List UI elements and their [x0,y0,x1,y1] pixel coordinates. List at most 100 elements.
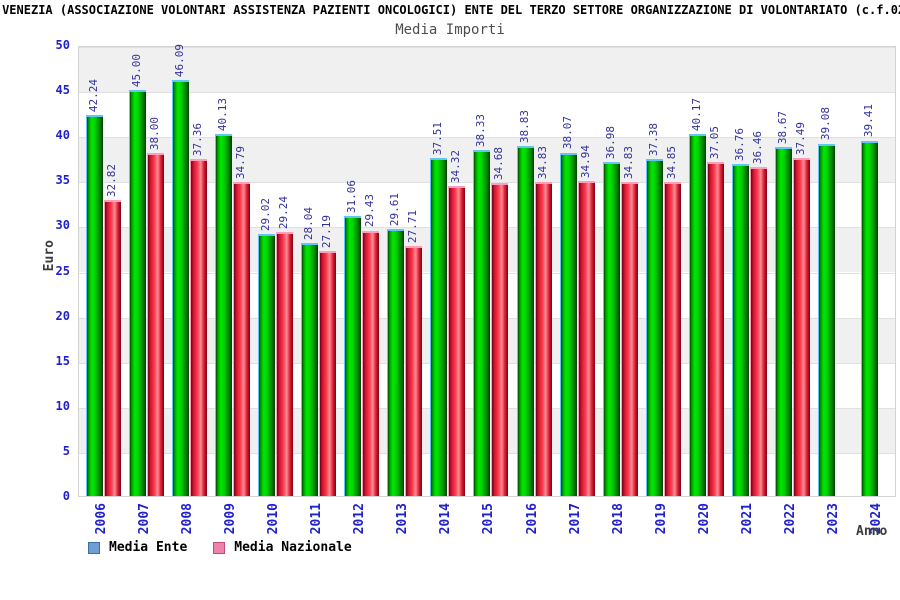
y-tick-20: 20 [55,308,70,323]
value-label-media-ente-2008: 46.09 [173,44,187,78]
bar-media-ente-2019 [645,158,663,496]
bar-media-nazionale-2020 [706,161,724,496]
bar-media-ente-2018 [602,162,620,496]
value-label-media-ente-2022: 38.67 [775,111,789,145]
value-label-media-nazionale-2008: 37.36 [191,122,205,157]
bar-media-ente-2008 [172,80,190,496]
value-label-media-nazionale-2009: 34.79 [234,146,248,180]
y-tick-10: 10 [55,398,70,413]
bar-media-ente-2007 [129,90,147,496]
x-axis-title: Anno [856,524,888,539]
grid-band [79,47,895,93]
bar-media-nazionale-2007 [147,153,165,496]
value-label-media-ente-2023: 39.08 [818,107,832,141]
bar-media-nazionale-2021 [749,167,767,496]
value-label-media-ente-2009: 40.13 [216,97,230,132]
year-label-2013: 2013 [395,503,411,535]
bar-media-nazionale-2015 [491,183,509,496]
year-label-2017: 2017 [567,503,583,535]
bar-media-nazionale-2008 [190,159,208,496]
value-label-media-ente-2020: 40.17 [689,97,703,131]
bar-media-ente-2014 [430,157,448,496]
bar-media-nazionale-2018 [620,181,638,496]
bar-media-nazionale-2010 [276,232,294,496]
y-tick-50: 50 [55,38,70,52]
value-label-media-ente-2021: 36.76 [732,128,746,162]
value-label-media-nazionale-2014: 34.32 [449,150,463,184]
bar-media-nazionale-2006 [104,199,121,496]
value-label-media-ente-2016: 38.83 [517,109,531,143]
value-label-media-ente-2007: 45.00 [130,53,144,88]
y-tick-45: 45 [55,83,70,98]
page-header-title: O. VENEZIA (ASSOCIAZIONE VOLONTARI ASSIS… [0,3,900,17]
legend: Media Ente Media Nazionale [88,540,352,555]
value-label-media-nazionale-2015: 34.68 [492,147,506,181]
year-label-2006: 2006 [94,503,109,535]
year-label-2014: 2014 [438,503,454,535]
value-label-media-nazionale-2011: 27.19 [320,214,334,248]
bar-media-ente-2011 [301,243,319,496]
value-label-media-ente-2018: 36.98 [603,126,617,160]
value-label-media-ente-2017: 38.07 [560,116,574,150]
year-label-2008: 2008 [180,503,196,535]
value-label-media-nazionale-2012: 29.43 [363,194,377,228]
legend-label-media-ente: Media Ente [109,540,188,555]
bar-media-ente-2024 [860,140,878,496]
media-ente-swatch-icon [88,541,100,554]
value-label-media-nazionale-2013: 27.71 [406,209,420,244]
bar-media-ente-2017 [559,152,577,496]
bar-media-ente-2013 [387,228,405,496]
value-label-media-nazionale-2010: 29.24 [277,196,291,230]
bar-media-ente-2009 [215,134,233,496]
value-label-media-nazionale-2018: 34.83 [621,145,635,179]
y-tick-40: 40 [55,128,70,143]
gridline [79,92,895,94]
value-label-media-nazionale-2021: 36.46 [750,131,764,165]
value-label-media-ente-2006: 42.24 [87,78,100,112]
bar-media-ente-2006 [86,115,103,496]
bar-media-ente-2010 [258,234,276,496]
year-label-2010: 2010 [266,503,282,535]
y-tick-30: 30 [55,218,70,233]
year-label-2020: 2020 [696,503,712,535]
bar-media-nazionale-2009 [233,182,251,496]
legend-item-media-ente: Media Ente [88,540,187,555]
gridline [79,47,895,48]
gridline [79,137,895,139]
bar-media-ente-2016 [516,145,534,496]
value-label-media-ente-2012: 31.06 [345,179,359,213]
year-label-2016: 2016 [524,503,540,535]
value-label-media-ente-2024: 39.41 [861,104,875,138]
chart-title: Media Importi [395,22,505,38]
bar-media-nazionale-2012 [362,230,380,496]
legend-label-media-nazionale: Media Nazionale [234,540,352,555]
value-label-media-nazionale-2007: 38.00 [148,117,162,151]
value-label-media-nazionale-2019: 34.85 [664,145,678,179]
year-label-2011: 2011 [309,503,325,535]
y-tick-5: 5 [62,443,70,458]
bar-media-nazionale-2016 [534,181,552,496]
year-label-2015: 2015 [481,503,497,535]
year-label-2012: 2012 [352,503,368,535]
y-axis-title: Euro [42,240,57,272]
year-label-2023: 2023 [825,503,841,535]
bar-media-nazionale-2013 [405,246,423,496]
year-label-2009: 2009 [223,503,239,535]
bar-media-ente-2020 [688,133,706,496]
value-label-media-ente-2019: 37.38 [646,122,660,156]
y-tick-25: 25 [55,263,70,278]
value-label-media-ente-2011: 28.04 [302,206,316,241]
bar-media-ente-2012 [344,215,362,496]
value-label-media-nazionale-2006: 32.82 [105,163,118,197]
value-label-media-ente-2013: 29.61 [388,192,402,226]
bar-media-ente-2023 [817,143,835,496]
bar-media-nazionale-2019 [663,181,681,496]
value-label-media-ente-2015: 38.33 [474,114,488,148]
bar-media-ente-2022 [774,147,792,496]
bar-media-nazionale-2017 [577,180,595,496]
media-nazionale-swatch-icon [213,541,226,554]
bar-media-ente-2015 [473,150,491,496]
bar-media-nazionale-2022 [792,157,810,496]
value-label-media-ente-2014: 37.51 [431,121,445,155]
